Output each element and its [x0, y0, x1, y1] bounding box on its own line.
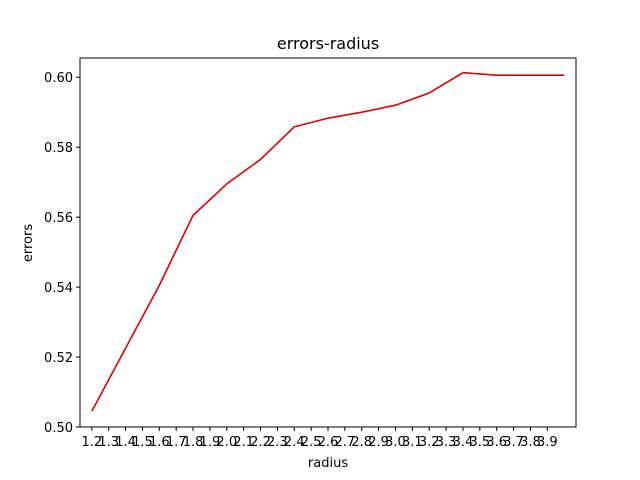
- x-tick-label: 3.3: [436, 435, 457, 450]
- x-tick-label: 1.8: [183, 435, 204, 450]
- y-axis-label: errors: [21, 224, 36, 262]
- x-tick-label: 2.0: [216, 435, 237, 450]
- x-tick-label: 1.4: [115, 435, 136, 450]
- x-tick-label: 3.9: [537, 435, 558, 450]
- axes-frame: [79, 57, 577, 428]
- y-tick-label: 0.60: [44, 71, 73, 86]
- x-tick-label: 2.3: [267, 435, 288, 450]
- x-tick-label: 2.1: [233, 435, 254, 450]
- y-tick-label: 0.56: [44, 211, 73, 226]
- x-tick-label: 2.4: [284, 435, 305, 450]
- x-tick-label: 3.5: [469, 435, 490, 450]
- x-tick-label: 1.5: [132, 435, 153, 450]
- x-tick-label: 2.2: [250, 435, 271, 450]
- y-tick-label: 0.52: [44, 351, 73, 366]
- series-line: [91, 71, 565, 412]
- x-tick-label: 3.4: [453, 435, 474, 450]
- x-tick-label: 3.0: [385, 435, 406, 450]
- x-tick-label: 2.8: [351, 435, 372, 450]
- y-tick-label: 0.50: [44, 421, 73, 436]
- x-tick-label: 2.9: [368, 435, 389, 450]
- x-tick-label: 2.5: [301, 435, 322, 450]
- x-tick-label: 3.8: [520, 435, 541, 450]
- plot-area: 1.21.31.41.51.61.71.81.92.02.12.22.32.42…: [44, 57, 577, 450]
- x-tick-label: 1.6: [149, 435, 170, 450]
- x-tick-label: 1.9: [200, 435, 221, 450]
- x-tick-label: 2.7: [335, 435, 356, 450]
- x-tick-label: 1.7: [166, 435, 187, 450]
- y-tick-label: 0.58: [44, 141, 73, 156]
- x-tick-label: 3.7: [503, 435, 524, 450]
- x-tick-label: 3.2: [419, 435, 440, 450]
- chart-title: errors-radius: [277, 34, 379, 53]
- y-tick-label: 0.54: [44, 281, 73, 296]
- x-tick-label: 3.1: [402, 435, 423, 450]
- x-tick-label: 1.3: [98, 435, 119, 450]
- x-axis-label: radius: [308, 456, 348, 471]
- x-tick-label: 1.2: [81, 435, 102, 450]
- x-tick-label: 2.6: [318, 435, 339, 450]
- x-tick-label: 3.6: [486, 435, 507, 450]
